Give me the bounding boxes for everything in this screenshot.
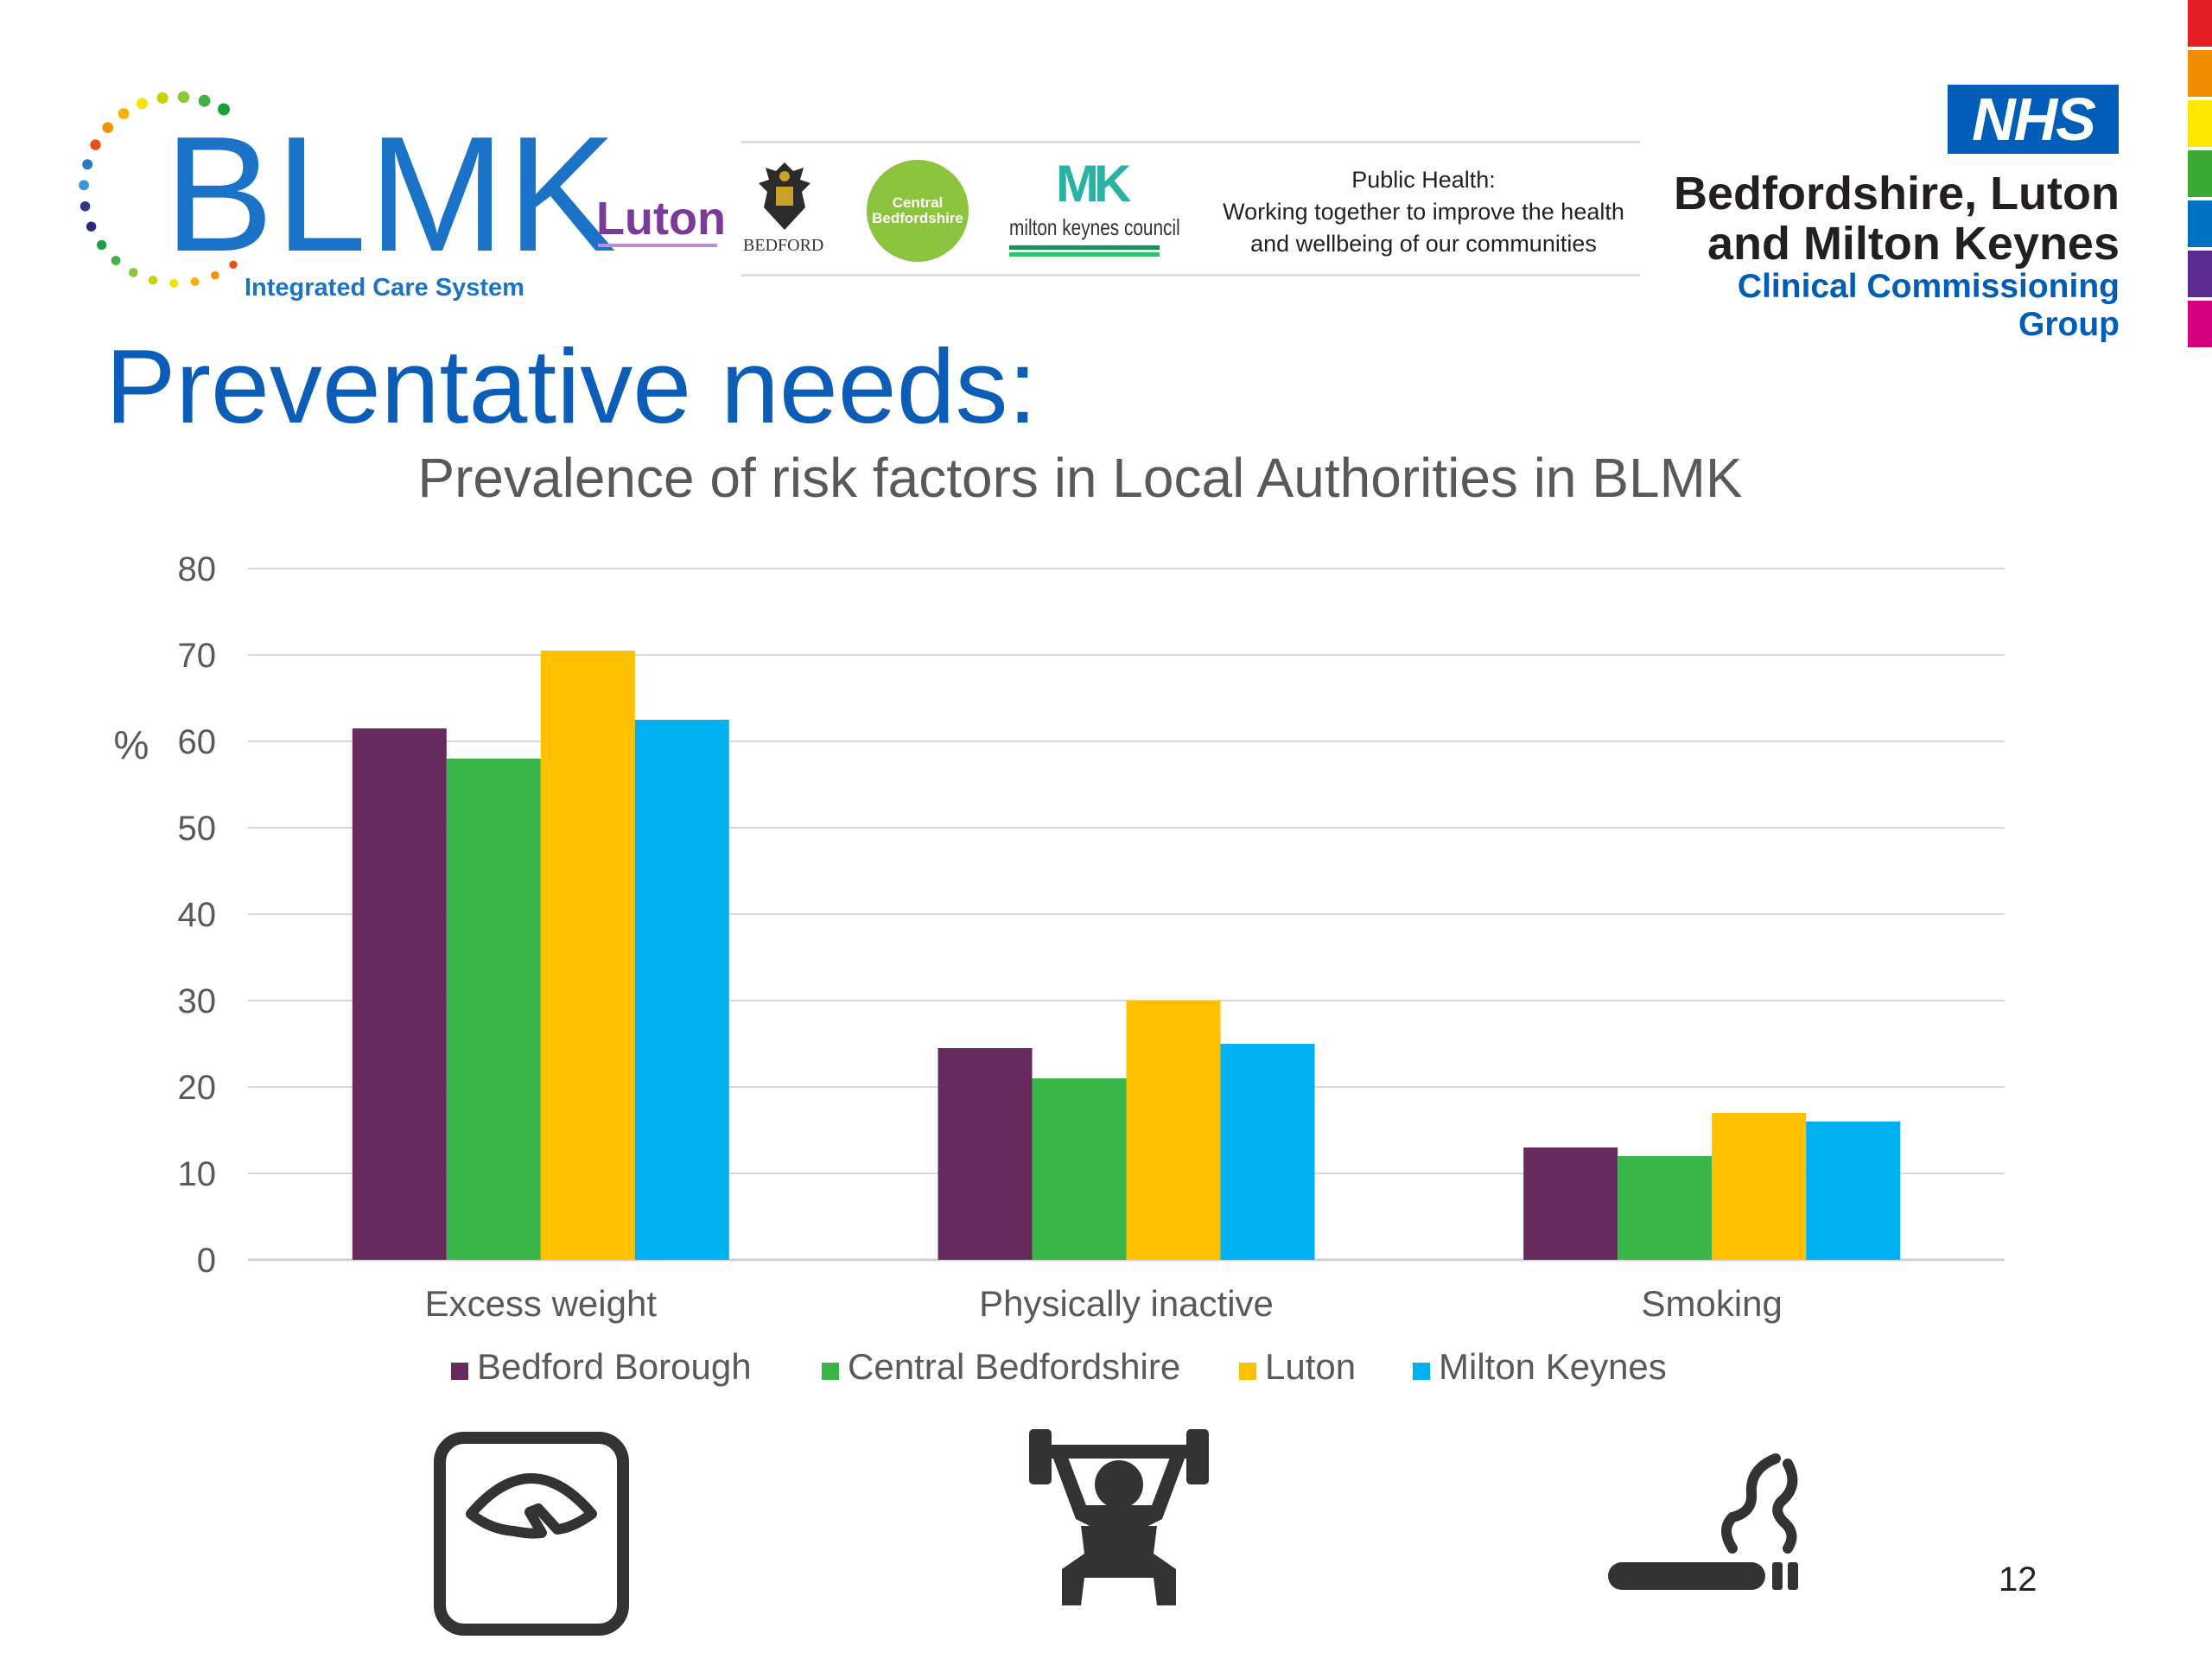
colour-strip-segment — [2188, 150, 2212, 197]
blmk-dot — [97, 239, 107, 251]
colour-strip-segment — [2188, 301, 2212, 347]
legend-swatch — [451, 1363, 468, 1380]
page-number: 12 — [1999, 1560, 2037, 1599]
bar — [1220, 1044, 1315, 1260]
nhs-badge: NHS — [1948, 85, 2119, 154]
colour-strip-segment — [2188, 100, 2212, 147]
colour-strip-segment — [2188, 50, 2212, 97]
bar-chart: Prevalence of risk factors in Local Auth… — [114, 449, 2005, 1387]
blmk-dot — [177, 91, 190, 104]
colour-strip-segment — [2188, 200, 2212, 247]
central-bedfordshire-logo: Central Bedfordshire — [867, 160, 969, 262]
bedford-crest-icon — [759, 162, 810, 230]
blmk-dot — [198, 94, 211, 107]
partners-divider-bottom — [741, 274, 1640, 276]
public-health-line-1: Public Health: — [1351, 167, 1496, 193]
blmk-dot — [211, 270, 219, 280]
colour-strip — [2188, 0, 2212, 397]
weighing-scale-icon — [434, 1432, 629, 1636]
bar — [938, 1048, 1033, 1260]
blmk-dot — [82, 159, 93, 170]
ccg-name-line-3: Clinical Commissioning Group — [1737, 268, 2120, 343]
blmk-dot — [118, 108, 130, 119]
milton-keynes-mark: MK — [1056, 155, 1131, 213]
y-tick-label: 80 — [178, 550, 217, 588]
blmk-dot-arc — [79, 91, 238, 288]
public-health-line-3: and wellbeing of our communities — [1250, 231, 1597, 257]
bar — [1806, 1122, 1901, 1260]
colour-strip-segment — [2188, 251, 2212, 297]
blmk-dot — [79, 201, 91, 212]
milton-keynes-bar-light — [1009, 252, 1160, 257]
blmk-dot — [102, 122, 113, 133]
blmk-dot — [218, 103, 230, 116]
page-title: Preventative needs: — [105, 327, 1038, 445]
bar — [1032, 1078, 1127, 1260]
legend-swatch — [822, 1363, 839, 1380]
partners-divider-top — [741, 141, 1640, 143]
blmk-logo-word: BLMK — [164, 103, 619, 286]
blmk-dot — [137, 98, 148, 110]
chart-title: Prevalence of risk factors in Local Auth… — [417, 449, 1742, 509]
bar — [540, 651, 635, 1260]
ccg-name-line-1: Bedfordshire, Luton — [1674, 168, 2120, 219]
x-category-label: Physically inactive — [979, 1283, 1274, 1324]
legend-swatch — [1413, 1363, 1430, 1380]
milton-keynes-logo-text: milton keynes council — [1009, 214, 1180, 240]
bar — [1523, 1147, 1618, 1260]
bar — [1618, 1156, 1713, 1260]
x-category-label: Excess weight — [425, 1283, 658, 1324]
y-tick-label: 20 — [178, 1069, 217, 1107]
blmk-dot — [90, 139, 101, 150]
x-category-label: Smoking — [1641, 1283, 1782, 1324]
bedford-logo-text: BEDFORD — [743, 236, 824, 255]
bar — [352, 728, 447, 1260]
y-tick-label: 50 — [178, 810, 217, 848]
y-tick-label: 60 — [178, 723, 217, 761]
blmk-dot — [190, 277, 200, 286]
legend-label: Milton Keynes — [1439, 1346, 1667, 1387]
luton-logo-underline — [598, 244, 717, 247]
ccg-name-line-2: and Milton Keynes — [1707, 218, 2120, 270]
public-health-strapline: Public Health: Working together to impro… — [1205, 164, 1642, 260]
bar — [634, 720, 729, 1260]
blmk-dot — [148, 276, 158, 285]
blmk-dot — [169, 278, 179, 288]
blmk-dot — [129, 268, 138, 277]
y-tick-label: 0 — [197, 1242, 216, 1280]
milton-keynes-bar-dark — [1009, 245, 1160, 250]
y-tick-label: 10 — [178, 1155, 217, 1193]
y-axis-label: % — [114, 722, 149, 767]
blmk-logo-subtitle: Integrated Care System — [245, 274, 524, 302]
y-tick-label: 30 — [178, 982, 217, 1020]
y-tick-label: 40 — [178, 896, 217, 934]
legend-swatch — [1239, 1363, 1256, 1380]
y-tick-label: 70 — [178, 637, 217, 675]
blmk-dot — [229, 260, 238, 269]
blmk-dot — [111, 256, 121, 265]
bar — [1126, 1001, 1221, 1260]
bar — [1712, 1113, 1807, 1260]
legend-label: Bedford Borough — [477, 1346, 752, 1387]
colour-strip-segment — [2188, 0, 2212, 47]
blmk-dot — [79, 180, 89, 191]
bar — [446, 759, 541, 1260]
legend-label: Central Bedfordshire — [848, 1346, 1180, 1387]
luton-logo: Luton — [596, 193, 726, 245]
weightlifting-icon — [1029, 1429, 1209, 1605]
blmk-dot — [86, 221, 97, 232]
legend-label: Luton — [1265, 1346, 1356, 1387]
cigarette-icon — [1608, 1453, 1798, 1590]
blmk-dot — [156, 92, 168, 104]
public-health-line-2: Working together to improve the health — [1223, 199, 1624, 225]
